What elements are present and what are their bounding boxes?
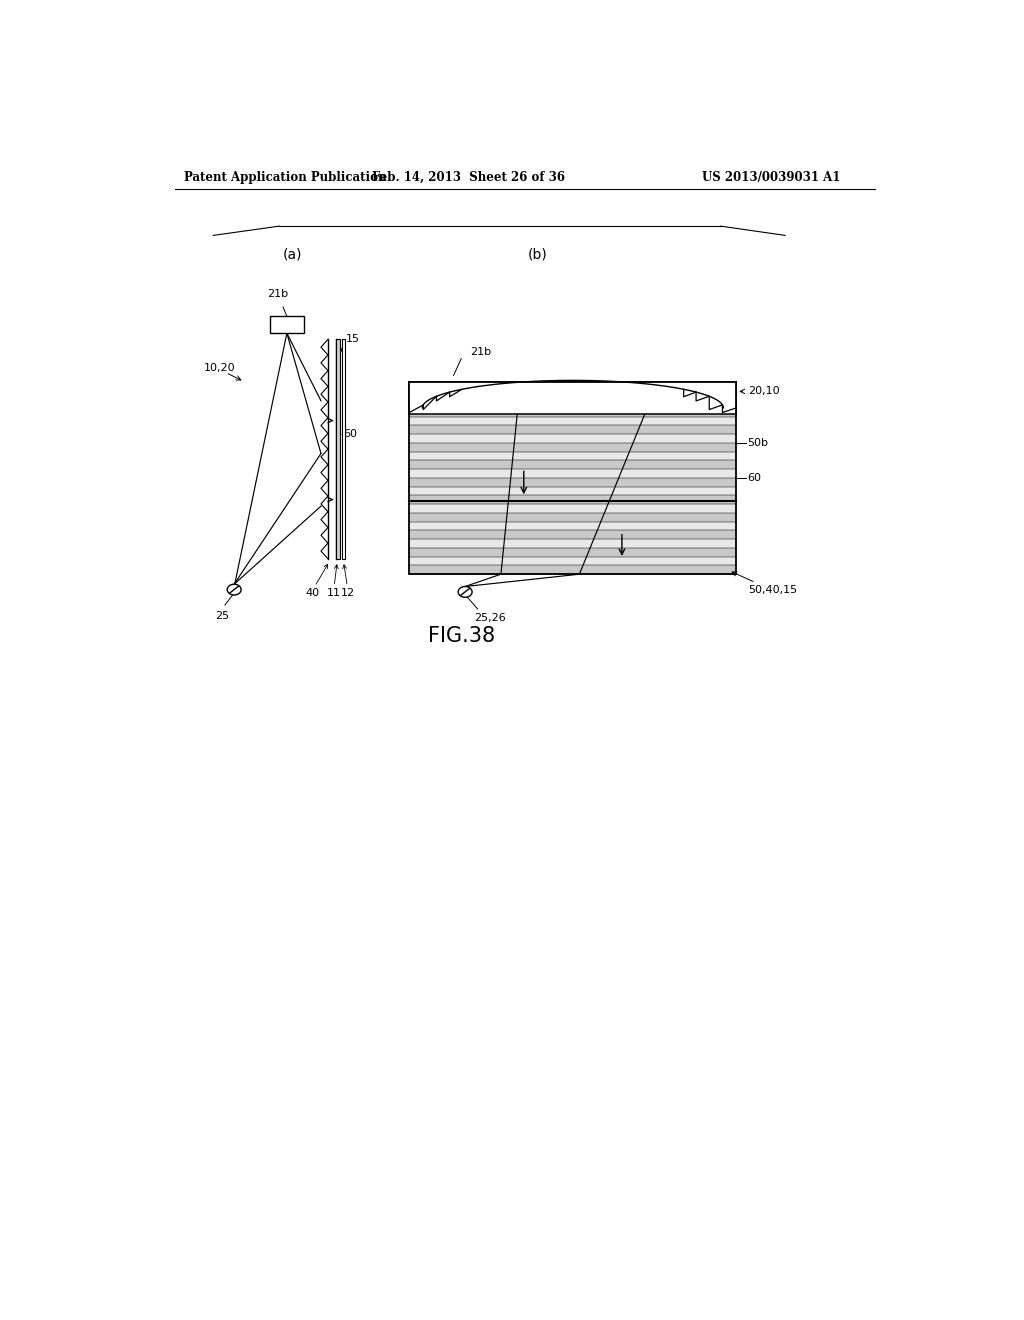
Bar bbox=[410, 521, 736, 531]
Text: 50b: 50b bbox=[748, 438, 768, 449]
Text: FIG.38: FIG.38 bbox=[428, 626, 495, 645]
Bar bbox=[410, 444, 736, 451]
Text: Feb. 14, 2013  Sheet 26 of 36: Feb. 14, 2013 Sheet 26 of 36 bbox=[373, 172, 565, 185]
Text: 25: 25 bbox=[215, 611, 229, 622]
Text: (b): (b) bbox=[527, 248, 547, 261]
Text: US 2013/0039031 A1: US 2013/0039031 A1 bbox=[702, 172, 841, 185]
Text: 50,40,15: 50,40,15 bbox=[732, 572, 797, 595]
Text: 21b: 21b bbox=[471, 347, 492, 358]
Text: 60: 60 bbox=[343, 429, 357, 438]
Bar bbox=[410, 469, 736, 478]
Bar bbox=[410, 548, 736, 557]
Bar bbox=[410, 478, 736, 487]
Bar bbox=[336, 339, 340, 558]
Ellipse shape bbox=[458, 586, 472, 598]
Bar bbox=[410, 487, 736, 495]
Bar bbox=[410, 391, 736, 399]
Bar bbox=[410, 531, 736, 539]
Bar bbox=[410, 434, 736, 444]
Bar bbox=[410, 451, 736, 461]
Bar bbox=[342, 339, 345, 558]
Bar bbox=[270, 317, 304, 333]
Text: 21b: 21b bbox=[267, 289, 288, 300]
Bar bbox=[410, 504, 736, 513]
Text: 20,10: 20,10 bbox=[740, 387, 779, 396]
Bar bbox=[410, 557, 736, 565]
Bar bbox=[410, 425, 736, 434]
Bar bbox=[410, 381, 736, 414]
Ellipse shape bbox=[227, 585, 241, 595]
Text: 10,20: 10,20 bbox=[204, 363, 236, 372]
Text: 25,26: 25,26 bbox=[474, 614, 506, 623]
Bar bbox=[410, 495, 736, 504]
Text: (a): (a) bbox=[283, 248, 302, 261]
Bar bbox=[410, 513, 736, 521]
Bar bbox=[410, 417, 736, 425]
Bar bbox=[410, 381, 736, 574]
Text: 40: 40 bbox=[305, 589, 319, 598]
Text: Patent Application Publication: Patent Application Publication bbox=[183, 172, 386, 185]
Text: 60: 60 bbox=[748, 473, 761, 483]
Bar bbox=[410, 408, 736, 417]
Bar bbox=[410, 461, 736, 469]
Bar bbox=[410, 381, 736, 391]
Bar bbox=[410, 399, 736, 408]
Bar bbox=[410, 565, 736, 574]
Text: 11: 11 bbox=[327, 589, 340, 598]
Text: 15: 15 bbox=[346, 334, 359, 345]
Text: 12: 12 bbox=[341, 589, 355, 598]
Bar bbox=[410, 539, 736, 548]
